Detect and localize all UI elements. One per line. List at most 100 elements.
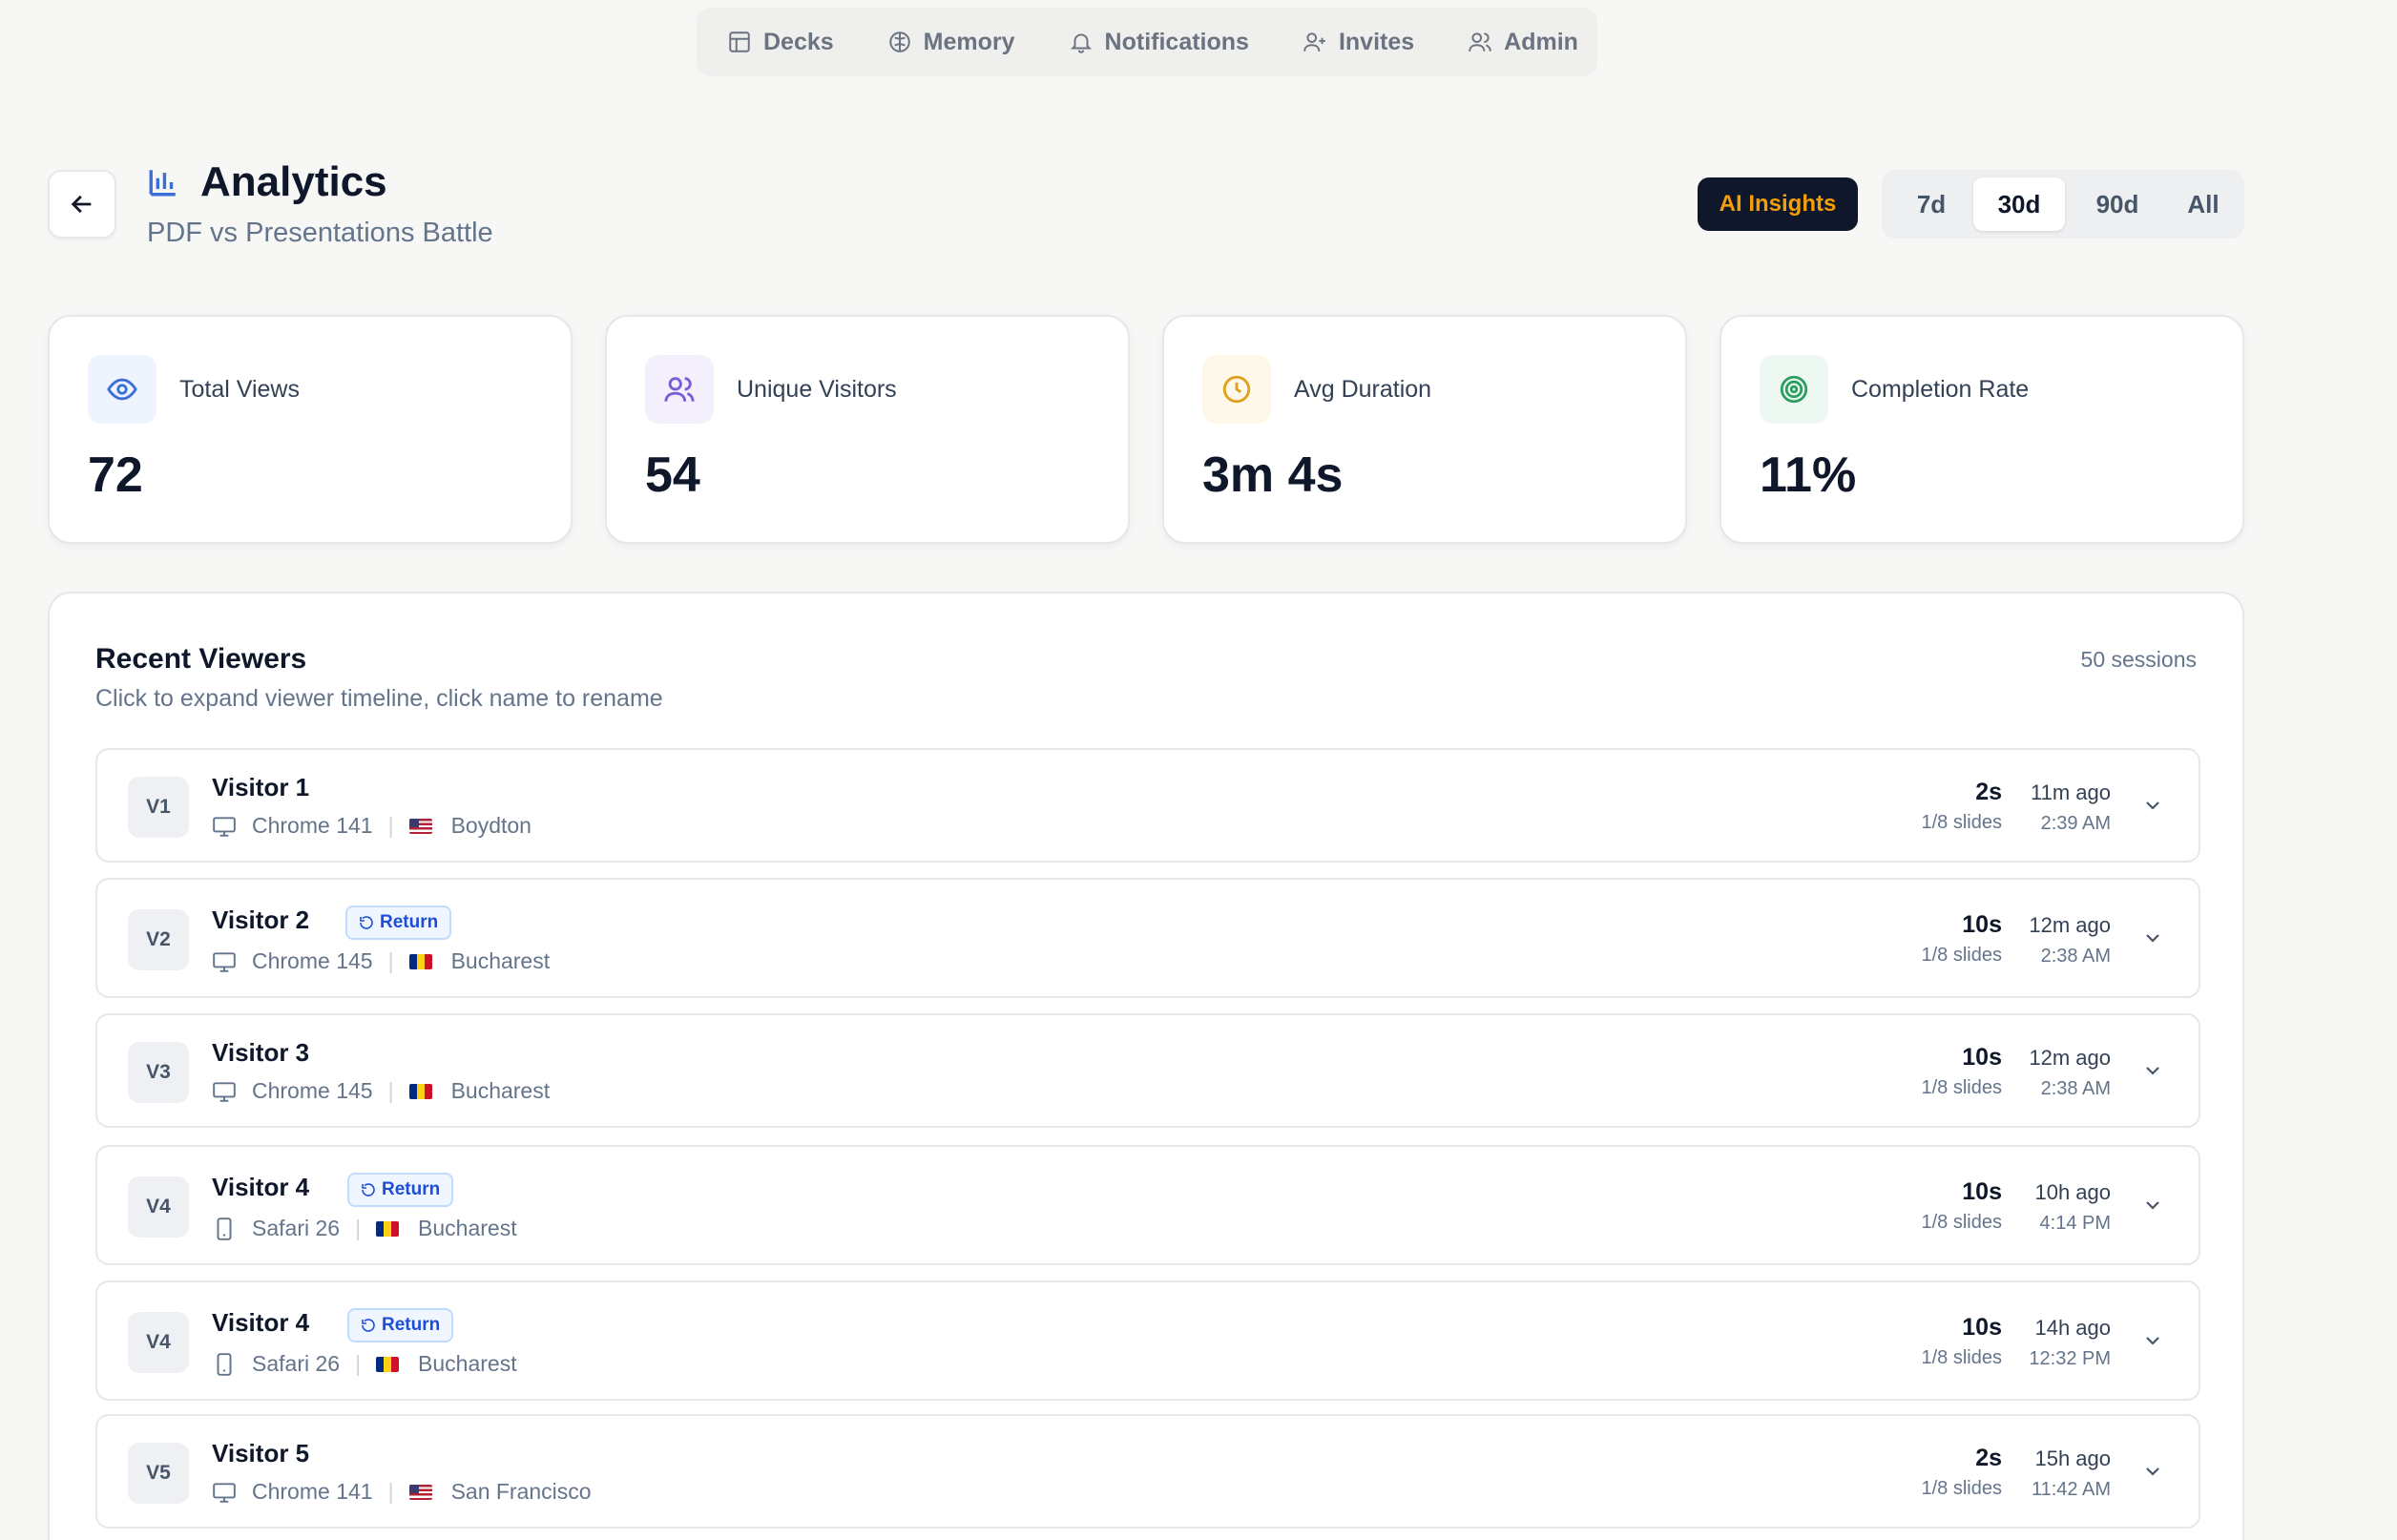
viewer-row[interactable]: V4 Visitor 4 Return Safari 26 | Bucharest 10s 1… [95, 1145, 2200, 1265]
nav-invites-label: Invites [1338, 28, 1415, 55]
page-header: Analytics [147, 158, 387, 206]
recent-viewers-panel: Recent Viewers Click to expand viewer ti… [48, 592, 2244, 1540]
back-button[interactable] [48, 170, 116, 239]
viewer-meta: Chrome 141 | San Francisco [212, 1479, 592, 1505]
nav-notifications[interactable]: Notifications [1069, 29, 1249, 56]
viewer-name[interactable]: Visitor 4 [212, 1173, 310, 1201]
range-7d-button[interactable]: 7d [1916, 189, 1947, 219]
flag-ro-icon [408, 953, 432, 969]
range-selector: 7d 30d 90d All [1882, 170, 2244, 239]
phone-icon [217, 1217, 232, 1240]
clock-icon [1222, 375, 1251, 404]
flag-ro-icon [376, 1220, 400, 1237]
stat-value: 54 [645, 447, 700, 503]
time-block: 10h ago 4:14 PM [2034, 1180, 2111, 1235]
brain-icon [888, 31, 910, 52]
viewer-name[interactable]: Visitor 3 [212, 1038, 310, 1067]
stat-icon-box [645, 355, 714, 424]
nav-admin[interactable]: Admin [1468, 29, 1578, 56]
nav-memory[interactable]: Memory [887, 29, 1015, 56]
bell-icon [1070, 33, 1092, 53]
viewer-name[interactable]: Visitor 1 [212, 773, 310, 801]
viewer-row[interactable]: V3 Visitor 3 Chrome 145 | Bucharest 10s 1/8 sl… [95, 1013, 2200, 1128]
browser: Safari 26 [252, 1216, 341, 1240]
range-90d-button[interactable]: 90d [2095, 189, 2139, 219]
bar-chart-icon [149, 170, 176, 197]
viewer-meta: Safari 26 | Bucharest [212, 1351, 517, 1377]
time-ago: 12m ago [2029, 913, 2111, 937]
return-badge-label: Return [382, 1179, 441, 1199]
device-icon-wrap [212, 1480, 237, 1505]
users-icon [664, 377, 695, 402]
avatar: V1 [128, 777, 189, 838]
page-title: Analytics [200, 158, 387, 205]
flag-us-icon [408, 818, 432, 834]
flag-us-icon [408, 1484, 432, 1500]
time-block: 12m ago 2:38 AM [2029, 1046, 2111, 1100]
device-icon-wrap [212, 1352, 237, 1377]
expand-button[interactable] [2141, 1329, 2164, 1357]
stat-card-completion-rate: Completion Rate 11% [1720, 315, 2244, 544]
separator: | [387, 813, 394, 838]
viewer-row[interactable]: V5 Visitor 5 Chrome 141 | San Francisco 2s 1/8… [95, 1414, 2200, 1529]
slides-progress: 1/8 slides [1921, 1212, 2003, 1233]
chevron-down-icon [2146, 1067, 2159, 1075]
return-badge: Return [347, 1308, 454, 1342]
stat-icon-box [1202, 355, 1271, 424]
nav-invites[interactable]: Invites [1303, 29, 1414, 56]
nav-decks[interactable]: Decks [727, 29, 834, 56]
viewer-row[interactable]: V2 Visitor 2 Return Chrome 145 | Bucharest 10s… [95, 878, 2200, 998]
timestamp: 11:42 AM [2031, 1479, 2111, 1500]
browser: Chrome 145 [252, 1078, 373, 1103]
duration: 2s [1975, 1445, 2002, 1471]
chevron-down-icon [2146, 934, 2159, 943]
viewer-name[interactable]: Visitor 4 [212, 1308, 310, 1337]
time-ago: 14h ago [2034, 1316, 2111, 1340]
avatar: V4 [128, 1312, 189, 1373]
duration-block: 10s 1/8 slides [1922, 911, 2003, 967]
nav-admin-label: Admin [1504, 28, 1578, 55]
eye-icon [107, 378, 137, 401]
viewer-meta: Safari 26 | Bucharest [212, 1216, 517, 1241]
time-ago: 10h ago [2034, 1180, 2111, 1204]
panel-description: Click to expand viewer timeline, click n… [95, 685, 663, 712]
top-nav: Decks Memory Notifications Invites Admin [697, 8, 1597, 76]
range-30d-button[interactable]: 30d [1973, 177, 2065, 231]
monitor-icon [213, 1081, 236, 1102]
duration: 10s [1962, 911, 2002, 938]
stat-icon-box [1760, 355, 1828, 424]
city: Bucharest [418, 1351, 517, 1376]
timestamp: 4:14 PM [2039, 1213, 2111, 1234]
expand-button[interactable] [2141, 1460, 2164, 1488]
browser: Chrome 145 [252, 948, 373, 973]
expand-button[interactable] [2141, 1194, 2164, 1221]
stat-label: Total Views [179, 376, 300, 403]
device-icon-wrap [212, 814, 237, 839]
viewer-meta: Chrome 145 | Bucharest [212, 948, 550, 974]
browser: Chrome 141 [252, 813, 373, 838]
panel-title: Recent Viewers [95, 643, 307, 675]
separator: | [387, 1078, 394, 1103]
ai-insights-button[interactable]: AI Insights [1698, 177, 1858, 231]
viewer-row[interactable]: V4 Visitor 4 Return Safari 26 | Bucharest 10s 1… [95, 1280, 2200, 1401]
slides-progress: 1/8 slides [1921, 1347, 2003, 1368]
phone-icon [217, 1352, 232, 1376]
avatar: V4 [128, 1176, 189, 1238]
timestamp: 2:38 AM [2040, 1078, 2111, 1099]
duration-block: 10s 1/8 slides [1922, 1044, 2003, 1099]
viewer-name[interactable]: Visitor 2 [212, 905, 310, 934]
expand-button[interactable] [2141, 926, 2164, 954]
monitor-icon [213, 951, 236, 972]
browser: Safari 26 [252, 1351, 341, 1376]
city: Bucharest [418, 1216, 517, 1240]
page-subtitle: PDF vs Presentations Battle [147, 218, 493, 248]
stat-value: 3m 4s [1202, 447, 1344, 503]
viewer-name[interactable]: Visitor 5 [212, 1439, 310, 1467]
viewer-row[interactable]: V1 Visitor 1 Chrome 141 | Boydton 2s 1/8 slide… [95, 748, 2200, 863]
duration: 10s [1962, 1044, 2002, 1071]
stat-icon-box [88, 355, 156, 424]
range-all-button[interactable]: All [2187, 189, 2220, 219]
expand-button[interactable] [2141, 794, 2164, 822]
return-badge-label: Return [382, 1315, 441, 1335]
expand-button[interactable] [2141, 1059, 2164, 1087]
